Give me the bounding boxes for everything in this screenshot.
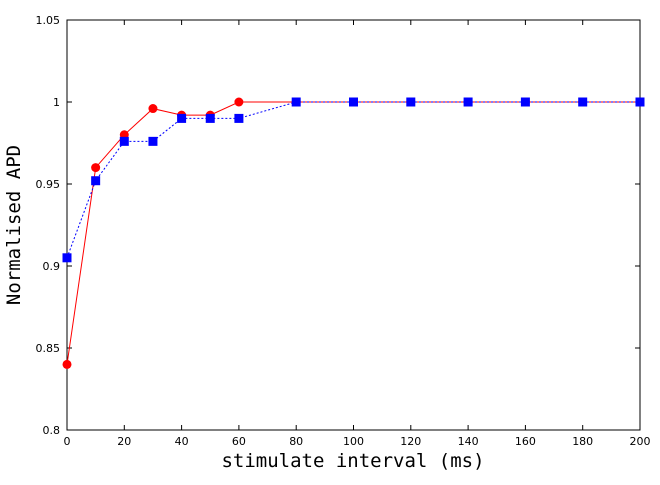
series-1-point — [148, 104, 158, 114]
series-2-point — [234, 113, 244, 123]
series-1-point — [91, 163, 101, 173]
x-tick-label: 60 — [232, 435, 246, 448]
x-tick-label: 100 — [343, 435, 364, 448]
y-axis-title: Normalised APD — [3, 145, 25, 305]
series-2-point — [91, 176, 101, 186]
x-tick-label: 80 — [289, 435, 303, 448]
x-tick-label: 40 — [175, 435, 189, 448]
x-tick-label: 120 — [400, 435, 421, 448]
series-2-line — [66, 101, 640, 258]
x-axis-title: stimulate interval (ms) — [221, 450, 484, 472]
y-tick-label: 0.95 — [36, 178, 61, 191]
y-tick-label: 1.05 — [36, 14, 61, 27]
series-markers — [62, 97, 645, 369]
x-tick-label: 160 — [515, 435, 536, 448]
series-2-point — [148, 136, 158, 146]
series-2-point — [62, 253, 72, 263]
x-tick-label: 140 — [458, 435, 479, 448]
axis-ticks: 0 20 40 60 80 100 120 140 160 180 200 0.8 0.85 0.9 0.9… — [36, 14, 651, 448]
x-tick-label: 0 — [64, 435, 71, 448]
series-2-point — [463, 97, 473, 107]
x-tick-label: 180 — [572, 435, 593, 448]
series-2-point — [520, 97, 530, 107]
y-tick-label: 1 — [53, 96, 60, 109]
series-1-point — [62, 359, 72, 369]
x-tick-label: 200 — [630, 435, 651, 448]
series-2-point — [349, 97, 358, 107]
series-1-point — [234, 97, 244, 107]
y-tick-label: 0.9 — [43, 260, 61, 273]
series-2-point — [291, 97, 301, 107]
series-2-point — [406, 97, 416, 107]
series-2-point — [578, 97, 588, 107]
series-2-point — [205, 113, 215, 123]
y-tick-label: 0.8 — [43, 424, 61, 437]
x-tick-label: 20 — [117, 435, 131, 448]
series-lines — [66, 101, 640, 365]
plot-area — [66, 19, 641, 431]
series-2-point — [635, 97, 645, 107]
y-tick-label: 0.85 — [36, 342, 61, 355]
series-2-point — [177, 113, 187, 123]
series-2-point — [119, 136, 129, 146]
